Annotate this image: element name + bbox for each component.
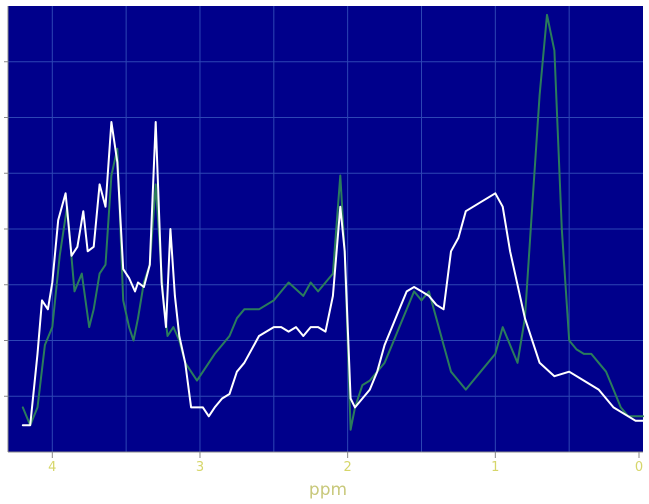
series-line-0 xyxy=(21,121,644,427)
x-tick-label: 3 xyxy=(196,460,204,475)
axes xyxy=(4,6,643,458)
x-axis-title: ppm xyxy=(309,480,347,500)
x-tick-label: 2 xyxy=(344,460,352,475)
x-tick-label: 1 xyxy=(491,460,499,475)
x-tick-label: 0 xyxy=(635,460,643,475)
series-layer xyxy=(21,13,644,431)
x-tick-label: 4 xyxy=(48,460,56,475)
x-tick-labels: 4 3 2 1 0 xyxy=(48,460,643,475)
